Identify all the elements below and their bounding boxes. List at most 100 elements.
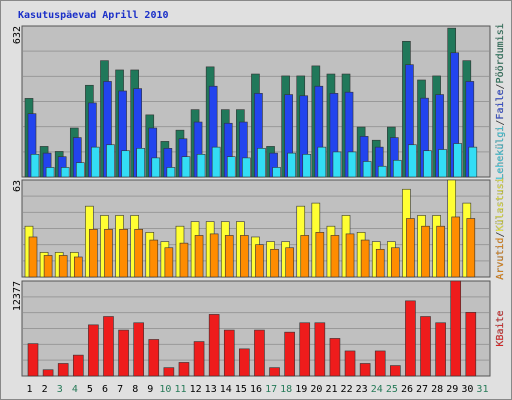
bar — [405, 300, 416, 377]
x-tick-label: 12 — [190, 384, 202, 395]
bar — [103, 316, 114, 377]
bar — [393, 159, 402, 178]
bar — [27, 343, 39, 377]
x-tick-label: 28 — [431, 384, 443, 395]
x-tick-label: 25 — [386, 384, 398, 395]
bar — [302, 154, 312, 178]
x-tick-label: 20 — [310, 384, 322, 395]
bar — [344, 350, 356, 377]
bar — [60, 167, 70, 178]
x-tick-label: 22 — [341, 384, 353, 395]
legend: Lehekülgi/Faile/Pöördumisi — [495, 23, 506, 180]
x-tick-label: 23 — [356, 384, 368, 395]
x-tick-label: 11 — [174, 384, 186, 395]
bar — [178, 362, 190, 377]
x-tick-label: 27 — [416, 384, 428, 395]
bar — [211, 146, 221, 178]
bar — [179, 242, 189, 278]
bar — [374, 350, 386, 377]
x-tick-label: 8 — [132, 384, 138, 395]
bar — [42, 369, 54, 377]
y-tick-label: 632 — [12, 26, 23, 44]
bar — [28, 236, 38, 278]
bar — [466, 218, 476, 278]
bar — [300, 235, 310, 278]
bar — [287, 152, 296, 178]
bar — [254, 329, 265, 377]
x-tick-label: 6 — [102, 384, 108, 395]
bar — [194, 235, 204, 278]
bar — [223, 329, 235, 377]
bar — [224, 235, 234, 278]
bar — [208, 314, 220, 377]
bar — [345, 233, 355, 278]
bar — [420, 316, 431, 377]
x-tick-label: 21 — [325, 384, 337, 395]
x-tick-label: 1 — [27, 384, 33, 395]
x-tick-label: 13 — [205, 384, 217, 395]
legend-entry: Faile — [495, 89, 506, 119]
bar — [375, 248, 385, 278]
y-tick-label: 63 — [12, 180, 23, 192]
bar — [408, 144, 417, 178]
bar — [75, 162, 85, 178]
bar — [270, 248, 279, 278]
bar — [226, 156, 236, 178]
bar — [43, 255, 53, 278]
bar — [196, 154, 206, 178]
bar — [30, 154, 40, 178]
bar — [299, 322, 311, 377]
bar — [73, 256, 83, 278]
bar — [329, 338, 341, 377]
bar — [406, 218, 415, 278]
bar — [58, 255, 68, 278]
bar — [330, 235, 340, 278]
x-tick-label: 3 — [57, 384, 63, 395]
bar — [269, 367, 280, 377]
x-tick-label: 4 — [72, 384, 78, 395]
y-tick-label: 12377 — [12, 281, 23, 311]
bar — [91, 146, 100, 178]
bar — [451, 216, 461, 278]
bar — [149, 239, 159, 278]
legend-separator: / — [495, 232, 506, 238]
bar — [163, 367, 175, 377]
bar — [193, 341, 205, 377]
bar — [332, 151, 342, 178]
bar — [453, 143, 463, 178]
bar — [118, 329, 129, 377]
bar — [209, 233, 219, 278]
bar — [257, 148, 266, 178]
x-tick-label: 15 — [235, 384, 247, 395]
legend-separator: / — [495, 83, 506, 89]
bar — [285, 247, 294, 278]
x-tick-label: 17 — [265, 384, 277, 395]
bar — [242, 157, 251, 178]
legend-entry: KBaite — [495, 310, 506, 346]
bar — [421, 225, 430, 278]
x-tick-label: 31 — [476, 384, 488, 395]
x-tick-label: 19 — [295, 384, 307, 395]
bar — [362, 161, 372, 178]
legend-entry: Arvutid — [495, 238, 506, 280]
x-tick-label: 24 — [371, 384, 383, 395]
bar — [148, 339, 160, 377]
bar — [359, 363, 371, 377]
x-tick-label: 14 — [220, 384, 232, 395]
legend-entry: Lehekülgi — [495, 126, 506, 180]
legend: Arvutid/Külastusi — [495, 177, 506, 279]
x-tick-label: 2 — [42, 384, 48, 395]
legend: KBaite — [495, 310, 506, 346]
bar — [360, 239, 370, 278]
bar — [436, 225, 445, 278]
bar — [151, 157, 161, 178]
bar — [255, 244, 264, 278]
bar — [106, 144, 115, 178]
bar — [181, 156, 191, 178]
bar — [468, 146, 478, 178]
x-tick-label: 5 — [87, 384, 93, 395]
bar — [164, 247, 174, 278]
bar — [119, 228, 128, 278]
